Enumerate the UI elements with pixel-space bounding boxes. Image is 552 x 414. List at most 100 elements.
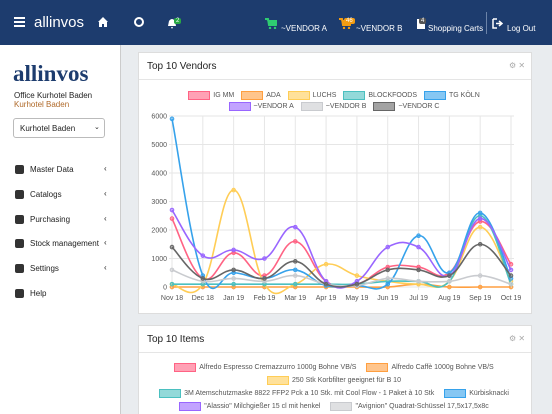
- legend-item[interactable]: IG MM: [188, 91, 234, 100]
- location-select[interactable]: Kurhotel Baden ⌄: [13, 118, 105, 138]
- data-point: [416, 267, 421, 273]
- data-point: [262, 256, 267, 261]
- y-tick-label: 5000: [151, 142, 167, 149]
- legend-swatch: [188, 91, 211, 100]
- home-icon[interactable]: [97, 16, 109, 28]
- logout-link[interactable]: Log Out: [507, 24, 536, 33]
- x-tick-label: May 19: [345, 295, 368, 302]
- x-tick-label: Mar 19: [284, 295, 306, 302]
- menu-item[interactable]: Stock management ‹: [0, 237, 120, 251]
- x-tick-label: Feb 19: [254, 295, 276, 302]
- y-tick-label: 3000: [151, 199, 167, 206]
- series-line: [171, 209, 512, 289]
- carts-icon[interactable]: [416, 18, 426, 30]
- legend-item[interactable]: 3M Atemschutzmaske 8822 FFP2 Pck a 10 St…: [159, 389, 434, 398]
- x-tick-label: Apr 19: [316, 295, 337, 302]
- menu-icon[interactable]: [14, 17, 25, 27]
- x-tick-label: Jul 19: [409, 295, 428, 302]
- menu-item[interactable]: Master Data ‹: [0, 163, 120, 177]
- series-line: [171, 269, 512, 287]
- legend-item[interactable]: Kürbisknacki: [444, 389, 509, 398]
- legend-item[interactable]: "Avignion" Quadrat-Schüssel 17,5x17,5x8c: [330, 402, 489, 411]
- legend-label: Alfredo Espresso Cremazzurro 1000g Bohne…: [199, 364, 357, 371]
- y-tick-label: 1000: [151, 256, 167, 263]
- data-point: [169, 116, 175, 122]
- menu-item[interactable]: Settings ‹: [0, 262, 120, 276]
- menu-label: Master Data: [30, 165, 74, 174]
- legend-item[interactable]: ~VENDOR A: [228, 102, 294, 111]
- legend-item[interactable]: LUCHS: [287, 91, 336, 100]
- legend-swatch: [444, 389, 467, 398]
- data-point: [416, 279, 421, 284]
- data-point: [169, 244, 175, 250]
- data-point: [200, 276, 206, 281]
- legend-item[interactable]: ~VENDOR C: [373, 102, 439, 111]
- legend-label: "Avignion" Quadrat-Schüssel 17,5x17,5x8c: [355, 403, 489, 410]
- legend-swatch: [366, 363, 389, 372]
- legend-swatch: [343, 91, 366, 100]
- legend-label: "Alassio" Milchgießer 15 cl mit henkel: [204, 403, 321, 410]
- brand[interactable]: allinvos: [34, 14, 85, 31]
- cart-badge: 4: [419, 18, 427, 24]
- data-point: [169, 207, 175, 213]
- legend-item[interactable]: 250 Stk Korbfilter geeignet für B 10: [267, 376, 401, 385]
- menu-icon: [15, 264, 24, 274]
- data-point: [231, 281, 236, 287]
- y-tick-label: 2000: [151, 228, 167, 235]
- refresh-icon[interactable]: [133, 16, 145, 28]
- legend-swatch: [300, 102, 323, 111]
- legend-item[interactable]: "Alassio" Milchgießer 15 cl mit henkel: [179, 402, 320, 411]
- location-name: Kurhotel Baden: [14, 100, 70, 109]
- menu-item[interactable]: Help: [0, 287, 120, 301]
- legend-item[interactable]: ~VENDOR B: [300, 102, 367, 111]
- x-tick-label: Aug 19: [438, 295, 460, 302]
- legend-item[interactable]: BLOCKFOODS: [343, 91, 417, 100]
- x-tick-label: Jun 19: [377, 295, 398, 302]
- x-tick-label: Jan 19: [223, 295, 244, 302]
- legend-swatch: [287, 91, 310, 100]
- series-line: [171, 243, 512, 288]
- chevron: ‹: [104, 238, 107, 248]
- data-point: [354, 281, 360, 287]
- legend-swatch: [330, 402, 353, 411]
- menu-icon: [15, 189, 24, 199]
- legend-item[interactable]: Alfredo Espresso Cremazzurro 1000g Bohne…: [174, 363, 356, 372]
- legend-swatch: [174, 363, 197, 372]
- legend: Alfredo Espresso Cremazzurro 1000g Bohne…: [159, 363, 509, 411]
- menu-label: Stock management: [30, 239, 99, 249]
- panel-tools[interactable]: ⚙ ✕: [509, 334, 526, 343]
- menu-item[interactable]: Purchasing ‹: [0, 213, 120, 227]
- x-tick-label: Sep 19: [469, 295, 491, 302]
- legend-item[interactable]: ADA: [241, 91, 281, 100]
- vendor-a-link[interactable]: ~VENDOR A: [281, 24, 328, 33]
- data-point: [169, 216, 175, 221]
- data-point: [416, 233, 421, 238]
- legend-label: ~VENDOR B: [325, 103, 367, 110]
- legend-label: Alfredo Caffè 1000g Bohne VB/S: [391, 364, 494, 371]
- legend-item[interactable]: Alfredo Caffè 1000g Bohne VB/S: [366, 363, 494, 372]
- data-point: [416, 244, 421, 250]
- panel-tools[interactable]: ⚙ ✕: [509, 61, 526, 70]
- shopping-carts-link[interactable]: Shopping Carts: [428, 24, 484, 33]
- legend-label: TG KÖLN: [449, 92, 480, 99]
- legend-label: 3M Atemschutzmaske 8822 FFP2 Pck a 10 St…: [184, 390, 435, 397]
- legend-item[interactable]: TG KÖLN: [424, 91, 480, 100]
- select-arrow: ⌄: [94, 124, 100, 131]
- menu-icon: [15, 214, 24, 224]
- legend: IG MM ADA LUCHS BLOCKFOODS TG KÖLN ~VENDOR A ~…: [159, 91, 509, 111]
- vendor-b-link[interactable]: ~VENDOR B: [356, 24, 403, 33]
- menu-label: Help: [30, 289, 47, 298]
- legend-label: 250 Stk Korbfilter geeignet für B 10: [292, 377, 401, 384]
- cart-icon[interactable]: [265, 18, 277, 29]
- x-tick-label: Oct 19: [501, 295, 522, 302]
- legend-label: Kürbisknacki: [469, 390, 509, 397]
- vendors-panel: Top 10 Vendors ⚙ ✕ IG MM ADA LUCHS BLOCKFOO…: [138, 52, 532, 314]
- panel-title: Top 10 Vendors: [147, 61, 217, 72]
- logo: allinvos: [13, 61, 89, 86]
- data-point: [292, 224, 298, 230]
- chevron: ‹: [104, 164, 107, 173]
- menu-item[interactable]: Catalogs ‹: [0, 188, 120, 202]
- logout-icon[interactable]: [492, 18, 503, 29]
- series-line: [171, 189, 512, 295]
- legend-label: IG MM: [213, 92, 235, 99]
